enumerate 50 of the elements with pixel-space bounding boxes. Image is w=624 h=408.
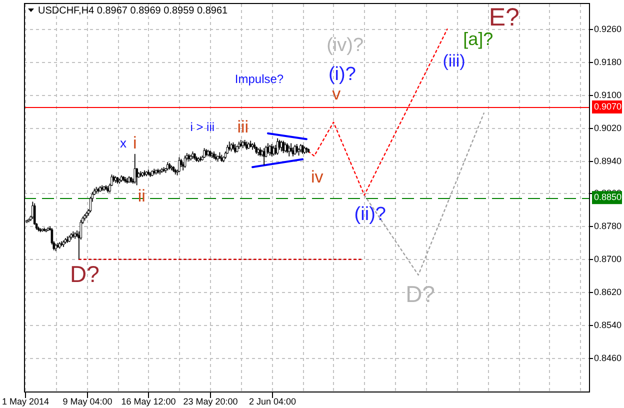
candlestick [33,202,36,226]
y-tick-label: 0.8780 [594,220,622,231]
annotation: (i)? [328,64,356,86]
x-tick-label: 1 May 2014 [2,396,50,406]
y-tick-label: 0.8460 [594,352,622,363]
candlestick [286,142,288,154]
annotation: iii [237,117,249,136]
y-tick-label: 0.8700 [594,254,622,264]
candlestick [270,144,273,157]
candlestick [282,140,285,154]
candlestick [266,142,270,154]
annotation: iv [310,167,324,186]
candlestick [272,145,275,156]
y-tick-label: 0.8940 [594,156,622,166]
x-tick-label: 2 Jun 04:00 [248,396,296,406]
annotation: D? [406,281,435,308]
annotation: D? [70,261,100,288]
candlestick [296,144,298,154]
y-tick-label: 0.9260 [594,24,622,34]
candlestick [280,140,283,152]
annotation: Impulse? [234,72,284,86]
y-tick-label: 0.8620 [594,286,622,297]
candlestick [178,156,180,172]
y-tick-label: 0.9180 [594,56,622,67]
ref-line-label: 0.9070 [594,101,622,112]
candlestick [276,138,279,156]
x-tick-label: 9 May 04:00 [62,396,112,406]
candlestick [203,148,206,158]
candlestick [89,196,92,213]
ref-line-label: 0.8850 [594,192,622,202]
x-tick-label: 16 May 12:00 [121,396,176,406]
candlestick [288,145,290,157]
x-tick-label: 23 May 20:00 [183,396,238,406]
candlestick [290,142,292,153]
annotation: x [120,135,128,150]
y-tick-label: 0.9020 [594,122,622,133]
y-tick-label: 0.8540 [594,320,622,330]
annotation: i [132,133,137,152]
candlestick [294,144,296,156]
annotation: i > iii [190,120,215,134]
annotation: (iv)? [326,35,364,56]
chart-title: USDCHF,H4 0.8967 0.8969 0.8959 0.8961 [38,6,228,17]
y-tick-label: 0.9100 [594,90,622,100]
candlestick [268,144,272,156]
annotation: v [332,84,342,104]
candlestick [259,146,262,157]
candlestick [284,142,286,153]
annotation: (iii) [442,51,466,70]
annotation: (ii)? [354,204,386,226]
candlestick [234,144,236,154]
